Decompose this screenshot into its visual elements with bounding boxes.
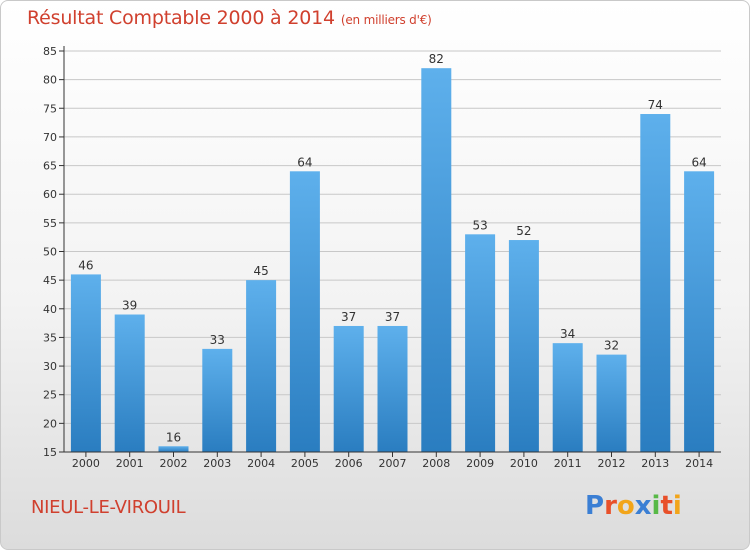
x-tick-label: 2012: [598, 457, 626, 470]
bar-value-label: 64: [297, 155, 312, 169]
x-tick-label: 2002: [160, 457, 188, 470]
logo-letter: x: [634, 491, 652, 521]
proxiti-logo: Proxiti: [585, 491, 682, 521]
y-tick-label: 55: [43, 217, 57, 230]
x-tick-label: 2001: [116, 457, 144, 470]
x-tick-label: 2008: [422, 457, 450, 470]
x-tick-label: 2011: [554, 457, 582, 470]
y-tick-label: 15: [43, 446, 57, 459]
x-tick-label: 2006: [335, 457, 363, 470]
logo-letter: o: [616, 491, 635, 521]
y-tick-label: 45: [43, 274, 57, 287]
logo-letter: r: [604, 491, 617, 521]
bar-value-label: 32: [604, 339, 619, 353]
bar: [333, 325, 364, 452]
chart-title-text: Résultat Comptable 2000 à 2014: [27, 7, 335, 29]
bar-value-label: 82: [429, 52, 444, 66]
y-tick-label: 35: [43, 331, 57, 344]
bar: [70, 274, 101, 452]
bar-value-label: 37: [385, 310, 400, 324]
bar-value-label: 52: [516, 224, 531, 238]
bar-value-label: 46: [78, 258, 93, 272]
x-tick-label: 2000: [72, 457, 100, 470]
bar-value-label: 34: [560, 327, 575, 341]
bar-value-label: 53: [472, 218, 487, 232]
chart-title: Résultat Comptable 2000 à 2014 (en millie…: [27, 7, 432, 29]
x-tick-label: 2013: [641, 457, 669, 470]
bar-value-label: 45: [253, 264, 268, 278]
bar: [377, 325, 408, 452]
bar: [114, 314, 145, 452]
logo-letter: i: [651, 491, 661, 521]
bar-value-label: 37: [341, 310, 356, 324]
x-tick-label: 2014: [685, 457, 713, 470]
bar: [421, 68, 452, 452]
bar: [202, 348, 233, 452]
bar: [246, 280, 277, 452]
x-tick-label: 2004: [247, 457, 275, 470]
bar: [508, 240, 539, 452]
bar: [684, 171, 715, 453]
bar-value-label: 33: [210, 333, 225, 347]
y-tick-label: 80: [43, 74, 57, 87]
chart-unit: (en milliers d'€): [340, 13, 432, 27]
bar: [640, 114, 671, 452]
x-tick-label: 2005: [291, 457, 319, 470]
y-tick-label: 65: [43, 160, 57, 173]
y-tick-label: 40: [43, 303, 57, 316]
logo-letter: i: [672, 491, 682, 521]
x-tick-label: 2007: [379, 457, 407, 470]
bar: [596, 354, 627, 452]
bar: [289, 171, 320, 453]
x-tick-label: 2010: [510, 457, 538, 470]
y-tick-label: 30: [43, 360, 57, 373]
y-tick-label: 50: [43, 246, 57, 259]
bar: [158, 446, 189, 452]
bar-value-label: 74: [648, 98, 663, 112]
y-tick-label: 70: [43, 131, 57, 144]
bar: [552, 343, 583, 452]
bar: [465, 234, 496, 452]
bar-value-label: 64: [691, 155, 706, 169]
logo-letter: P: [585, 491, 605, 521]
x-tick-label: 2009: [466, 457, 494, 470]
bar-value-label: 39: [122, 299, 137, 313]
bar-value-label: 16: [166, 430, 181, 444]
y-tick-label: 25: [43, 389, 57, 402]
x-tick-label: 2003: [203, 457, 231, 470]
commune-name: NIEUL-LE-VIROUIL: [31, 497, 186, 518]
logo-letter: t: [660, 491, 673, 521]
y-tick-label: 20: [43, 417, 57, 430]
y-tick-label: 60: [43, 188, 57, 201]
y-tick-label: 85: [43, 45, 57, 58]
y-tick-label: 75: [43, 102, 57, 115]
